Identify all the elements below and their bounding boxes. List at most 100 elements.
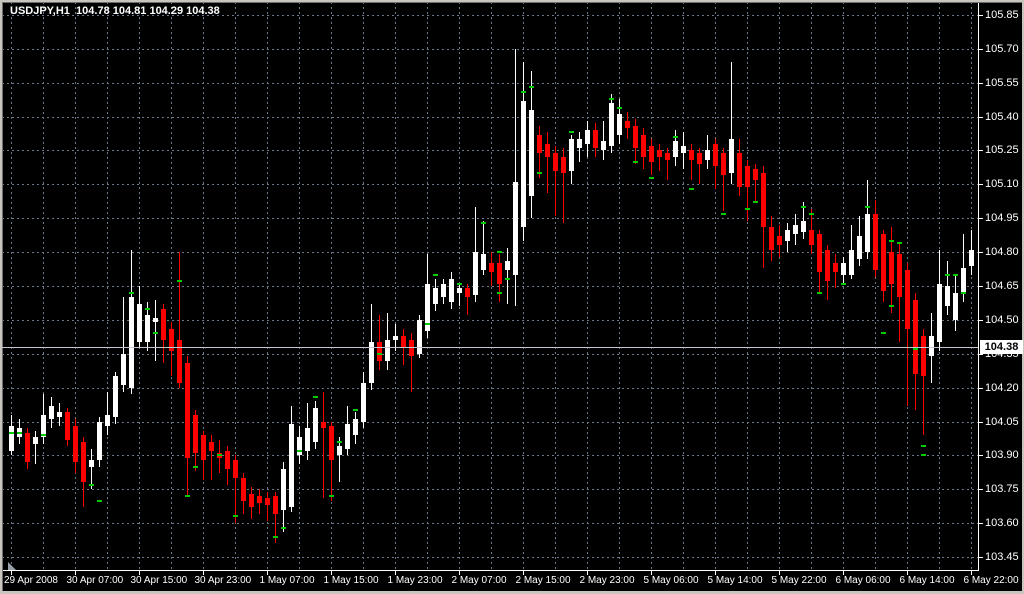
candle-body-bull bbox=[473, 252, 478, 295]
price-axis-tick bbox=[978, 388, 983, 389]
candle-wick-bear bbox=[923, 329, 924, 435]
green-tick-mark bbox=[273, 536, 278, 538]
candle-body-bull bbox=[121, 354, 126, 385]
candle-wick-bull bbox=[339, 437, 340, 482]
candle-body-bear bbox=[721, 153, 726, 175]
candle-body-bear bbox=[817, 234, 822, 272]
candle-body-bear bbox=[809, 230, 814, 245]
green-tick-mark bbox=[41, 434, 46, 436]
current-price-line bbox=[2, 347, 978, 348]
candle-body-bull bbox=[145, 315, 150, 342]
green-tick-mark bbox=[865, 206, 870, 208]
green-tick-mark bbox=[617, 107, 622, 109]
time-axis-tick bbox=[843, 570, 844, 575]
green-tick-mark bbox=[649, 177, 654, 179]
candle-body-bull bbox=[449, 279, 454, 302]
candle-body-bull bbox=[929, 336, 934, 356]
candle-body-bull bbox=[361, 383, 366, 422]
candle-body-bear bbox=[905, 270, 910, 329]
candle-body-bull bbox=[617, 114, 622, 135]
candle-wick-bear bbox=[179, 252, 180, 388]
candle-body-bull bbox=[369, 342, 374, 383]
green-tick-mark bbox=[609, 98, 614, 100]
time-axis-tick bbox=[779, 570, 780, 575]
price-axis-tick bbox=[978, 117, 983, 118]
candle-body-bull bbox=[937, 284, 942, 342]
candle-body-bear bbox=[633, 126, 638, 148]
candle-body-bull bbox=[297, 437, 302, 455]
green-tick-mark bbox=[961, 292, 966, 294]
candle-body-bear bbox=[641, 135, 646, 157]
grid-line-horizontal bbox=[2, 557, 978, 558]
time-axis-label: 6 May 14:00 bbox=[899, 575, 955, 586]
candle-body-bear bbox=[241, 478, 246, 501]
grid-line-vertical bbox=[971, 2, 972, 570]
candle-wick-bull bbox=[123, 297, 124, 392]
green-tick-mark bbox=[817, 292, 822, 294]
candle-body-bear bbox=[257, 496, 262, 503]
candle-wick-bull bbox=[35, 431, 36, 464]
price-axis-tick bbox=[978, 286, 983, 287]
candle-body-bull bbox=[609, 103, 614, 146]
green-tick-mark bbox=[889, 240, 894, 242]
candle-body-bull bbox=[681, 146, 686, 153]
candle-body-bull bbox=[305, 428, 310, 451]
candle-wick-bear bbox=[563, 148, 564, 223]
candle-body-bear bbox=[545, 144, 550, 157]
candle-body-bear bbox=[593, 130, 598, 148]
time-axis-label: 5 May 14:00 bbox=[707, 575, 763, 586]
time-axis-label: 1 May 15:00 bbox=[323, 575, 379, 586]
time-axis-tick bbox=[971, 570, 972, 575]
candle-body-bull bbox=[137, 304, 142, 342]
green-tick-mark bbox=[481, 222, 486, 224]
candle-body-bull bbox=[601, 141, 606, 150]
green-tick-mark bbox=[945, 274, 950, 276]
grid-line-horizontal bbox=[2, 388, 978, 389]
candle-body-bull bbox=[481, 254, 486, 270]
candle-body-bull bbox=[513, 182, 518, 275]
price-axis-tick bbox=[978, 557, 983, 558]
chart-shift-triangle-icon[interactable] bbox=[8, 562, 16, 570]
candle-body-bull bbox=[577, 139, 582, 148]
grid-line-vertical bbox=[363, 2, 364, 570]
time-axis-label: 30 Apr 23:00 bbox=[194, 575, 252, 586]
candle-body-bull bbox=[41, 415, 46, 437]
price-axis-tick bbox=[978, 320, 983, 321]
candle-body-bull bbox=[857, 236, 862, 259]
time-axis-tick bbox=[715, 570, 716, 575]
time-axis-tick bbox=[203, 570, 204, 575]
candle-wick-bull bbox=[603, 121, 604, 160]
candle-body-bear bbox=[321, 422, 326, 428]
candle-body-bear bbox=[201, 435, 206, 460]
green-tick-mark bbox=[9, 432, 14, 434]
candle-body-bull bbox=[865, 214, 870, 252]
green-tick-mark bbox=[337, 441, 342, 443]
grid-line-vertical bbox=[683, 2, 684, 570]
green-tick-mark bbox=[689, 188, 694, 190]
candle-wick-bear bbox=[211, 435, 212, 480]
candle-body-bear bbox=[697, 153, 702, 164]
grid-line-vertical bbox=[43, 2, 44, 570]
green-tick-mark bbox=[377, 353, 382, 355]
candle-body-bear bbox=[625, 121, 630, 128]
green-tick-mark bbox=[721, 213, 726, 215]
candle-body-bear bbox=[161, 309, 166, 340]
candle-body-bull bbox=[969, 250, 974, 266]
candle-wick-bear bbox=[411, 333, 412, 392]
candle-body-bear bbox=[273, 496, 278, 514]
candle-body-bull bbox=[441, 284, 446, 297]
candle-body-bull bbox=[89, 460, 94, 467]
price-axis-label: 104.50 bbox=[985, 314, 1019, 326]
candle-body-bear bbox=[737, 153, 742, 187]
candle-body-bear bbox=[889, 252, 894, 284]
candle-body-bull bbox=[457, 288, 462, 293]
grid-line-horizontal bbox=[2, 523, 978, 524]
grid-line-horizontal bbox=[2, 150, 978, 151]
price-axis-tick bbox=[978, 252, 983, 253]
price-axis-tick bbox=[978, 218, 983, 219]
green-tick-mark bbox=[177, 280, 182, 282]
price-axis-label: 103.75 bbox=[985, 483, 1019, 495]
